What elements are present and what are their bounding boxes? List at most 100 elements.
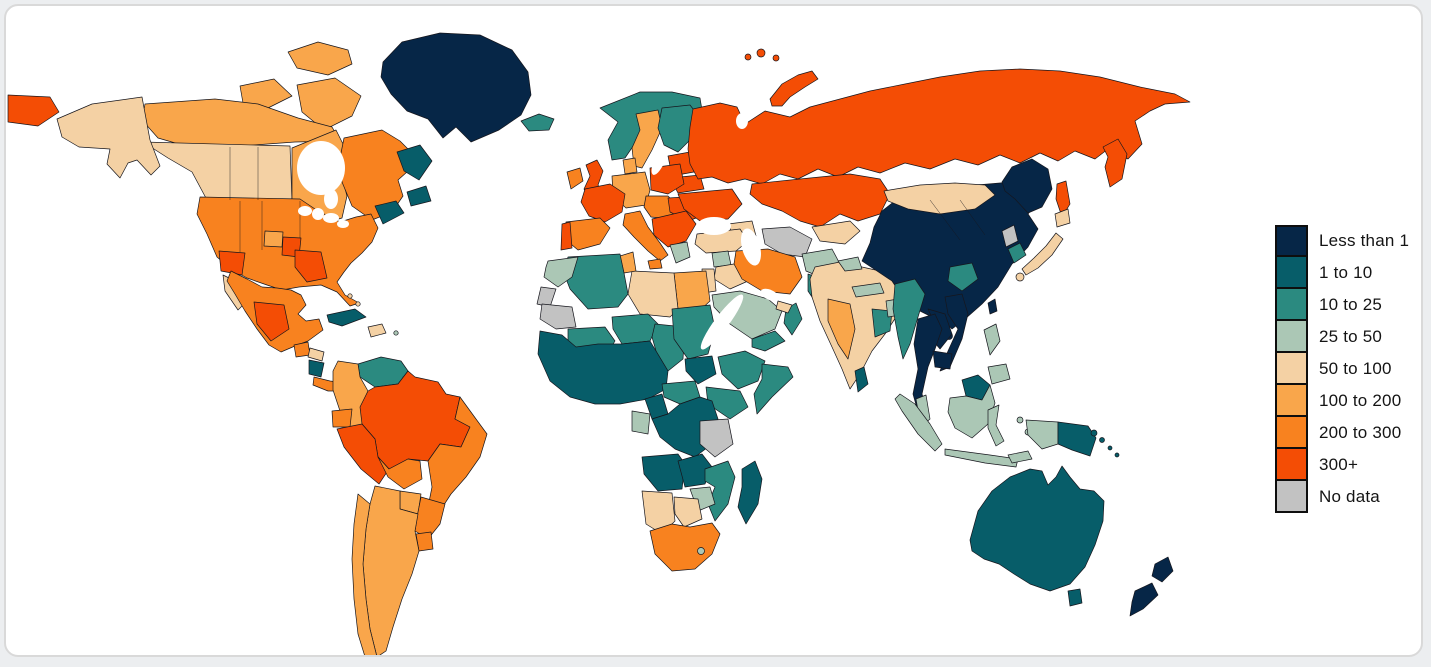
region-kyushu [1015, 272, 1025, 282]
legend: Less than 1 1 to 10 10 to 25 25 to 50 50… [1275, 225, 1409, 513]
region-new-britain [1090, 429, 1098, 437]
region-sweden [631, 109, 663, 169]
region-usa-southwest [218, 250, 246, 276]
region-puerto-rico [393, 330, 399, 336]
region-mauritania [539, 303, 577, 330]
region-hispaniola [367, 323, 387, 338]
region-ellesmere [287, 41, 353, 76]
region-new-zealand-south [1129, 582, 1159, 617]
legend-label-200-to-300: 200 to 300 [1319, 423, 1402, 442]
region-iceland [520, 113, 555, 132]
region-chukotka [7, 94, 60, 127]
hudson-bay [297, 141, 345, 195]
region-italy [622, 210, 669, 262]
region-alaska [56, 96, 161, 179]
legend-label-25-to-50: 25 to 50 [1319, 327, 1383, 346]
region-mexico-central [253, 301, 290, 342]
region-sri-lanka [854, 366, 869, 393]
region-sicily [647, 258, 663, 270]
region-sichuan [947, 262, 979, 292]
region-svalbard [772, 54, 780, 62]
black-sea [697, 217, 731, 235]
region-somalia [753, 363, 794, 415]
legend-swatch-10-to-25 [1275, 287, 1308, 321]
region-nepal [851, 282, 885, 298]
region-denmark [622, 157, 638, 175]
region-yemen [751, 330, 786, 352]
region-australia [969, 465, 1105, 592]
region-angola [641, 453, 686, 492]
region-syria [711, 250, 732, 268]
region-ireland [566, 167, 584, 190]
region-tasmania [1067, 588, 1083, 607]
region-guatemala [293, 341, 311, 358]
legend-swatch-no-data [1275, 479, 1308, 513]
region-spain [565, 217, 611, 251]
region-quebec [339, 129, 415, 221]
great-lake [312, 208, 324, 220]
red-sea [700, 294, 744, 350]
region-newfoundland [406, 185, 432, 207]
region-cambodia [932, 350, 953, 370]
region-taiwan [987, 298, 998, 315]
region-usa-colorado [263, 230, 284, 248]
baltic-sea [651, 149, 667, 175]
legend-swatch-200-to-300 [1275, 415, 1308, 449]
persian-gulf [760, 288, 780, 302]
region-maluku [1016, 416, 1024, 424]
region-java [944, 448, 1019, 468]
region-libya [627, 270, 679, 318]
region-india-west [827, 298, 856, 360]
region-vietnam [939, 293, 969, 372]
legend-label-no-data: No data [1319, 487, 1380, 506]
white-sea [736, 113, 748, 129]
region-lesotho [697, 547, 705, 555]
region-niger [611, 313, 659, 345]
legend-swatch-25-to-50 [1275, 319, 1308, 353]
map-figure-card: Less than 1 1 to 10 10 to 25 25 to 50 50… [4, 4, 1423, 657]
region-solomons [1107, 445, 1113, 451]
region-south-sudan [684, 355, 717, 385]
region-new-britain [1099, 437, 1105, 443]
region-baffin [296, 77, 362, 131]
region-luzon [983, 323, 1001, 356]
region-bahamas [355, 301, 361, 307]
region-south-korea [1007, 242, 1027, 264]
region-maritimes [374, 200, 405, 225]
region-bolivia [377, 456, 423, 490]
legend-label-1-to-10: 1 to 10 [1319, 263, 1373, 282]
region-madagascar [737, 460, 763, 525]
legend-swatch-300-plus [1275, 447, 1308, 481]
caspian-sea [741, 228, 761, 266]
water-overlays [297, 113, 780, 350]
region-kazakhstan [749, 173, 891, 228]
region-mozambique [704, 460, 736, 522]
region-honduras [307, 347, 325, 362]
region-ethiopia [717, 350, 766, 390]
region-kamchatka [1102, 138, 1128, 188]
region-canada-west [142, 141, 293, 202]
region-morocco [543, 256, 579, 288]
region-south-africa [649, 522, 721, 572]
region-ukraine [677, 188, 743, 222]
region-cuba [326, 308, 367, 327]
legend-swatch-50-to-100 [1275, 351, 1308, 385]
region-myanmar [892, 278, 926, 360]
region-sumatra [894, 393, 943, 452]
region-north-korea [1001, 224, 1019, 248]
great-lake [298, 206, 312, 216]
region-svalbard [756, 48, 766, 58]
region-portugal [560, 221, 573, 251]
legend-swatch-1-to-10 [1275, 255, 1308, 289]
region-svalbard [744, 53, 752, 61]
region-india-east [871, 308, 893, 338]
legend-label-less-than-1: Less than 1 [1319, 231, 1410, 250]
great-lake [337, 220, 349, 228]
region-west-papua [1025, 419, 1059, 450]
region-timor [1007, 450, 1033, 464]
region-honshu [1021, 232, 1064, 276]
great-lake [323, 213, 339, 223]
admin-borders [229, 147, 986, 252]
region-western-sahara [536, 286, 557, 308]
region-tanzania [699, 418, 734, 458]
